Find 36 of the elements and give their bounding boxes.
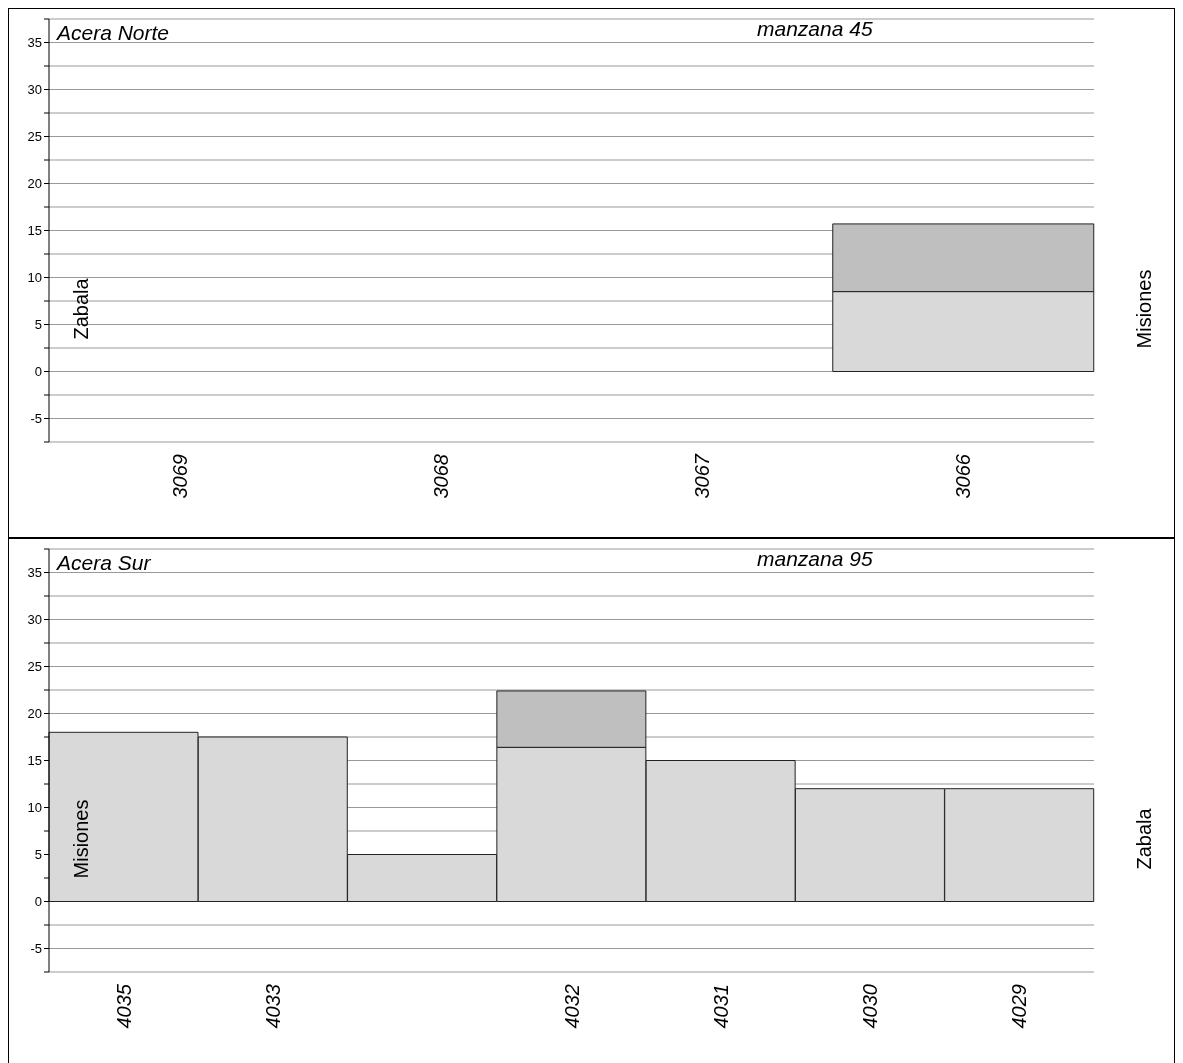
y-tick-label: 5 <box>34 317 42 333</box>
chart-title: Acera Norte <box>57 21 170 45</box>
y-tick-label: -5 <box>30 411 42 427</box>
y-tick-label: 35 <box>27 565 42 581</box>
y-tick-label: 25 <box>27 129 42 145</box>
y-tick-label: 30 <box>27 82 42 98</box>
y-tick-label: 20 <box>27 176 42 192</box>
y-tick-label: -5 <box>30 941 42 957</box>
x-tick-label: 3066 <box>952 453 975 499</box>
chart-title: Acera Sur <box>57 551 151 575</box>
y-tick-label: 30 <box>27 612 42 628</box>
x-tick-label: 3068 <box>429 454 452 499</box>
x-tick-label: 4029 <box>1008 984 1031 1029</box>
chart-subtitle: manzana 45 <box>757 17 873 41</box>
y-tick-label: 20 <box>27 706 42 722</box>
text: Misiones <box>1132 269 1156 349</box>
y-tick-label: 0 <box>34 894 42 910</box>
x-tick-label: 4033 <box>261 984 284 1029</box>
y-tick-label: 10 <box>27 800 42 816</box>
y-tick-label: 5 <box>34 847 42 863</box>
y-tick-label: 35 <box>27 35 42 51</box>
y-tick-label: 10 <box>27 270 42 286</box>
x-tick-label: 3069 <box>168 454 191 499</box>
y-tick-label: 15 <box>27 223 42 239</box>
annotation: Misiones <box>69 799 93 879</box>
text: Zabala <box>1132 808 1156 870</box>
x-tick-label: 4035 <box>112 983 135 1029</box>
y-tick-label: 0 <box>34 364 42 380</box>
chart-subtitle: manzana 95 <box>757 547 873 571</box>
x-tick-label: 4031 <box>709 984 732 1029</box>
x-tick-label: 3067 <box>691 453 714 499</box>
x-tick-label: 4032 <box>560 984 583 1029</box>
x-tick-label: 4030 <box>859 984 882 1029</box>
annotation: Zabala <box>69 278 93 340</box>
y-tick-label: 25 <box>27 659 42 675</box>
y-tick-label: 15 <box>27 753 42 769</box>
